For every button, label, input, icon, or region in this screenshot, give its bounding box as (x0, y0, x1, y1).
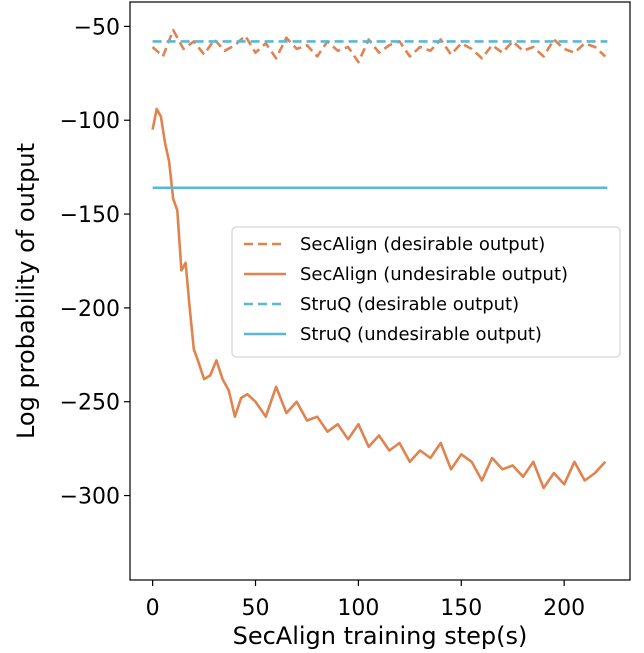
x-tick-label: 50 (242, 596, 270, 621)
plot-frame (129, 1, 631, 581)
y-tick-label: −300 (60, 485, 120, 510)
x-tick-label: 150 (440, 596, 482, 621)
legend-label: SecAlign (undesirable output) (300, 264, 568, 285)
legend-label: StruQ (desirable output) (300, 294, 519, 315)
y-tick-label: −50 (74, 15, 120, 40)
plot-area (151, 28, 608, 490)
y-tick-label: −250 (60, 391, 120, 416)
x-tick-label: 0 (146, 596, 160, 621)
y-tick-label: −150 (60, 203, 120, 228)
y-tick-label: −200 (60, 297, 120, 322)
series-line-1 (151, 107, 607, 490)
x-tick-label: 100 (337, 596, 379, 621)
x-tick-label: 200 (543, 596, 585, 621)
legend: SecAlign (desirable output) SecAlign (und… (231, 226, 621, 358)
series-line-0 (151, 28, 607, 64)
axis-ticks: 0 50 100 150 200 −50 −100 −150 −200 −250 −300 (60, 15, 586, 621)
y-axis-label: Log probability of output (12, 143, 40, 439)
legend-entries: SecAlign (desirable output) SecAlign (und… (244, 234, 568, 345)
legend-box (231, 226, 621, 358)
y-tick-label: −100 (60, 109, 120, 134)
legend-label: StruQ (undesirable output) (300, 324, 542, 345)
x-axis-label: SecAlign training step(s) (233, 622, 528, 650)
legend-label: SecAlign (desirable output) (300, 234, 545, 255)
